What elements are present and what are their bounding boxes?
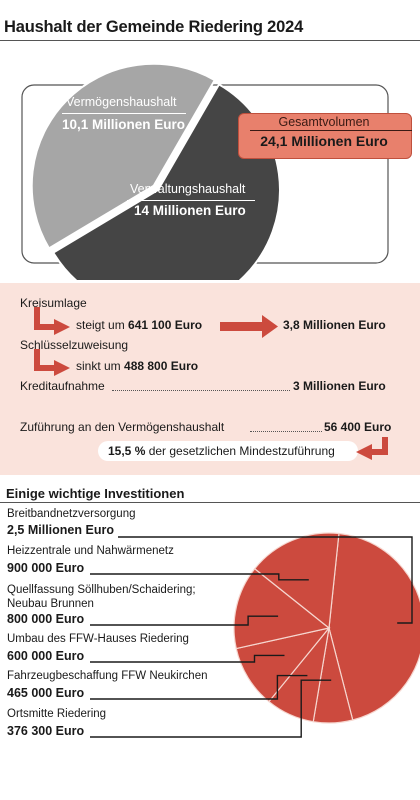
min-arrowhead [356,444,372,460]
kreisumlage-arrow-shaft [34,307,54,330]
investment-value-ffw-haus: 600 000 Euro [7,649,85,663]
verwaltung-value: 14 Millionen Euro [134,203,246,218]
schluessel-arrow-shaft [34,349,54,371]
investment-slice-0 [328,532,420,721]
min-percentage: 15,5 % [108,444,146,458]
budget-slice-vermoegen [30,62,217,250]
investment-leader-1 [90,573,309,581]
total-box [238,113,412,159]
schluessel-change-pre: sinkt um [76,359,121,373]
kreisumlage-change: steigt um 641 100 Euro [76,318,202,332]
investment-leader-4 [90,674,308,700]
kreisumlage-result-arrow-shaft [220,322,262,331]
min-text: 15,5 % der gesetzlichen Mindestzuführung [108,444,335,458]
investment-label-fahrzeug: Fahrzeugbeschaffung FFW Neukirchen [7,670,208,682]
title-divider [0,40,420,41]
verwaltung-label: Verwaltungshaushalt [130,182,246,196]
investment-value-quellfassung: 800 000 Euro [7,612,85,626]
investment-label-ortsmitte: Ortsmitte Riedering [7,708,107,720]
schluessel-change-value: 488 800 Euro [124,359,199,373]
investment-leader-2 [90,615,279,626]
page-title: Haushalt der Gemeinde Riedering 2024 [4,18,304,36]
min-box [98,441,358,461]
kredit-leader-dots [112,390,290,391]
investment-value-heizzentrale: 900 000 Euro [7,561,85,575]
total-value: 24,1 Millionen Euro [260,133,388,149]
min-arrow-shaft [372,437,388,455]
schluessel-change: sinkt um 488 800 Euro [76,359,198,373]
vermoegen-label: Vermögenshaushalt [66,95,177,109]
total-label: Gesamtvolumen [278,115,370,129]
zufuehrung-leader-dots [250,431,322,432]
kreisumlage-label: Kreisumlage [20,296,87,310]
schluessel-label: Schlüsselzuweisung [20,338,129,352]
investments-title: Einige wichtige Investitionen [6,486,185,501]
investment-label-heizzentrale: Heizzentrale und Nahwärmenetz [7,545,174,557]
verwaltung-underline [127,200,255,201]
investment-leader-0 [118,536,413,624]
zufuehrung-value: 56 400 Euro [324,420,392,434]
investment-value-breitband: 2,5 Millionen Euro [7,523,114,537]
investment-leader-5 [90,679,332,738]
kreisumlage-arrowhead [54,319,70,335]
investment-label-quellfassung: Quellfassung Söllhuben/Schaidering; Neub… [7,584,196,610]
investment-slice-2 [233,567,331,650]
kreisumlage-result: 3,8 Millionen Euro [283,318,386,332]
kredit-label: Kreditaufnahme [20,379,105,393]
schluessel-arrowhead [54,360,70,376]
investment-slice-1 [253,532,340,630]
vermoegen-underline [62,113,186,114]
investment-value-ortsmitte: 376 300 Euro [7,724,85,738]
kreisumlage-change-pre: steigt um [76,318,125,332]
kredit-value: 3 Millionen Euro [293,379,386,393]
investment-leader-3 [90,654,285,663]
investments-divider [0,502,420,503]
kreisumlage-result-arrowhead [262,315,278,338]
total-rule [250,130,412,131]
kreisumlage-change-value: 641 100 Euro [128,318,203,332]
budget-pie-chart [21,62,389,280]
investment-label-breitband: Breitbandnetzversorgung [7,508,136,520]
investment-label-ffw-haus: Umbau des FFW-Hauses Riedering [7,633,189,645]
min-description: der gesetzlichen Mindestzuführung [148,444,335,458]
zufuehrung-label: Zuführung an den Vermögenshaushalt [20,420,225,434]
investment-value-fahrzeug: 465 000 Euro [7,686,85,700]
vermoegen-value: 10,1 Millionen Euro [62,117,186,132]
